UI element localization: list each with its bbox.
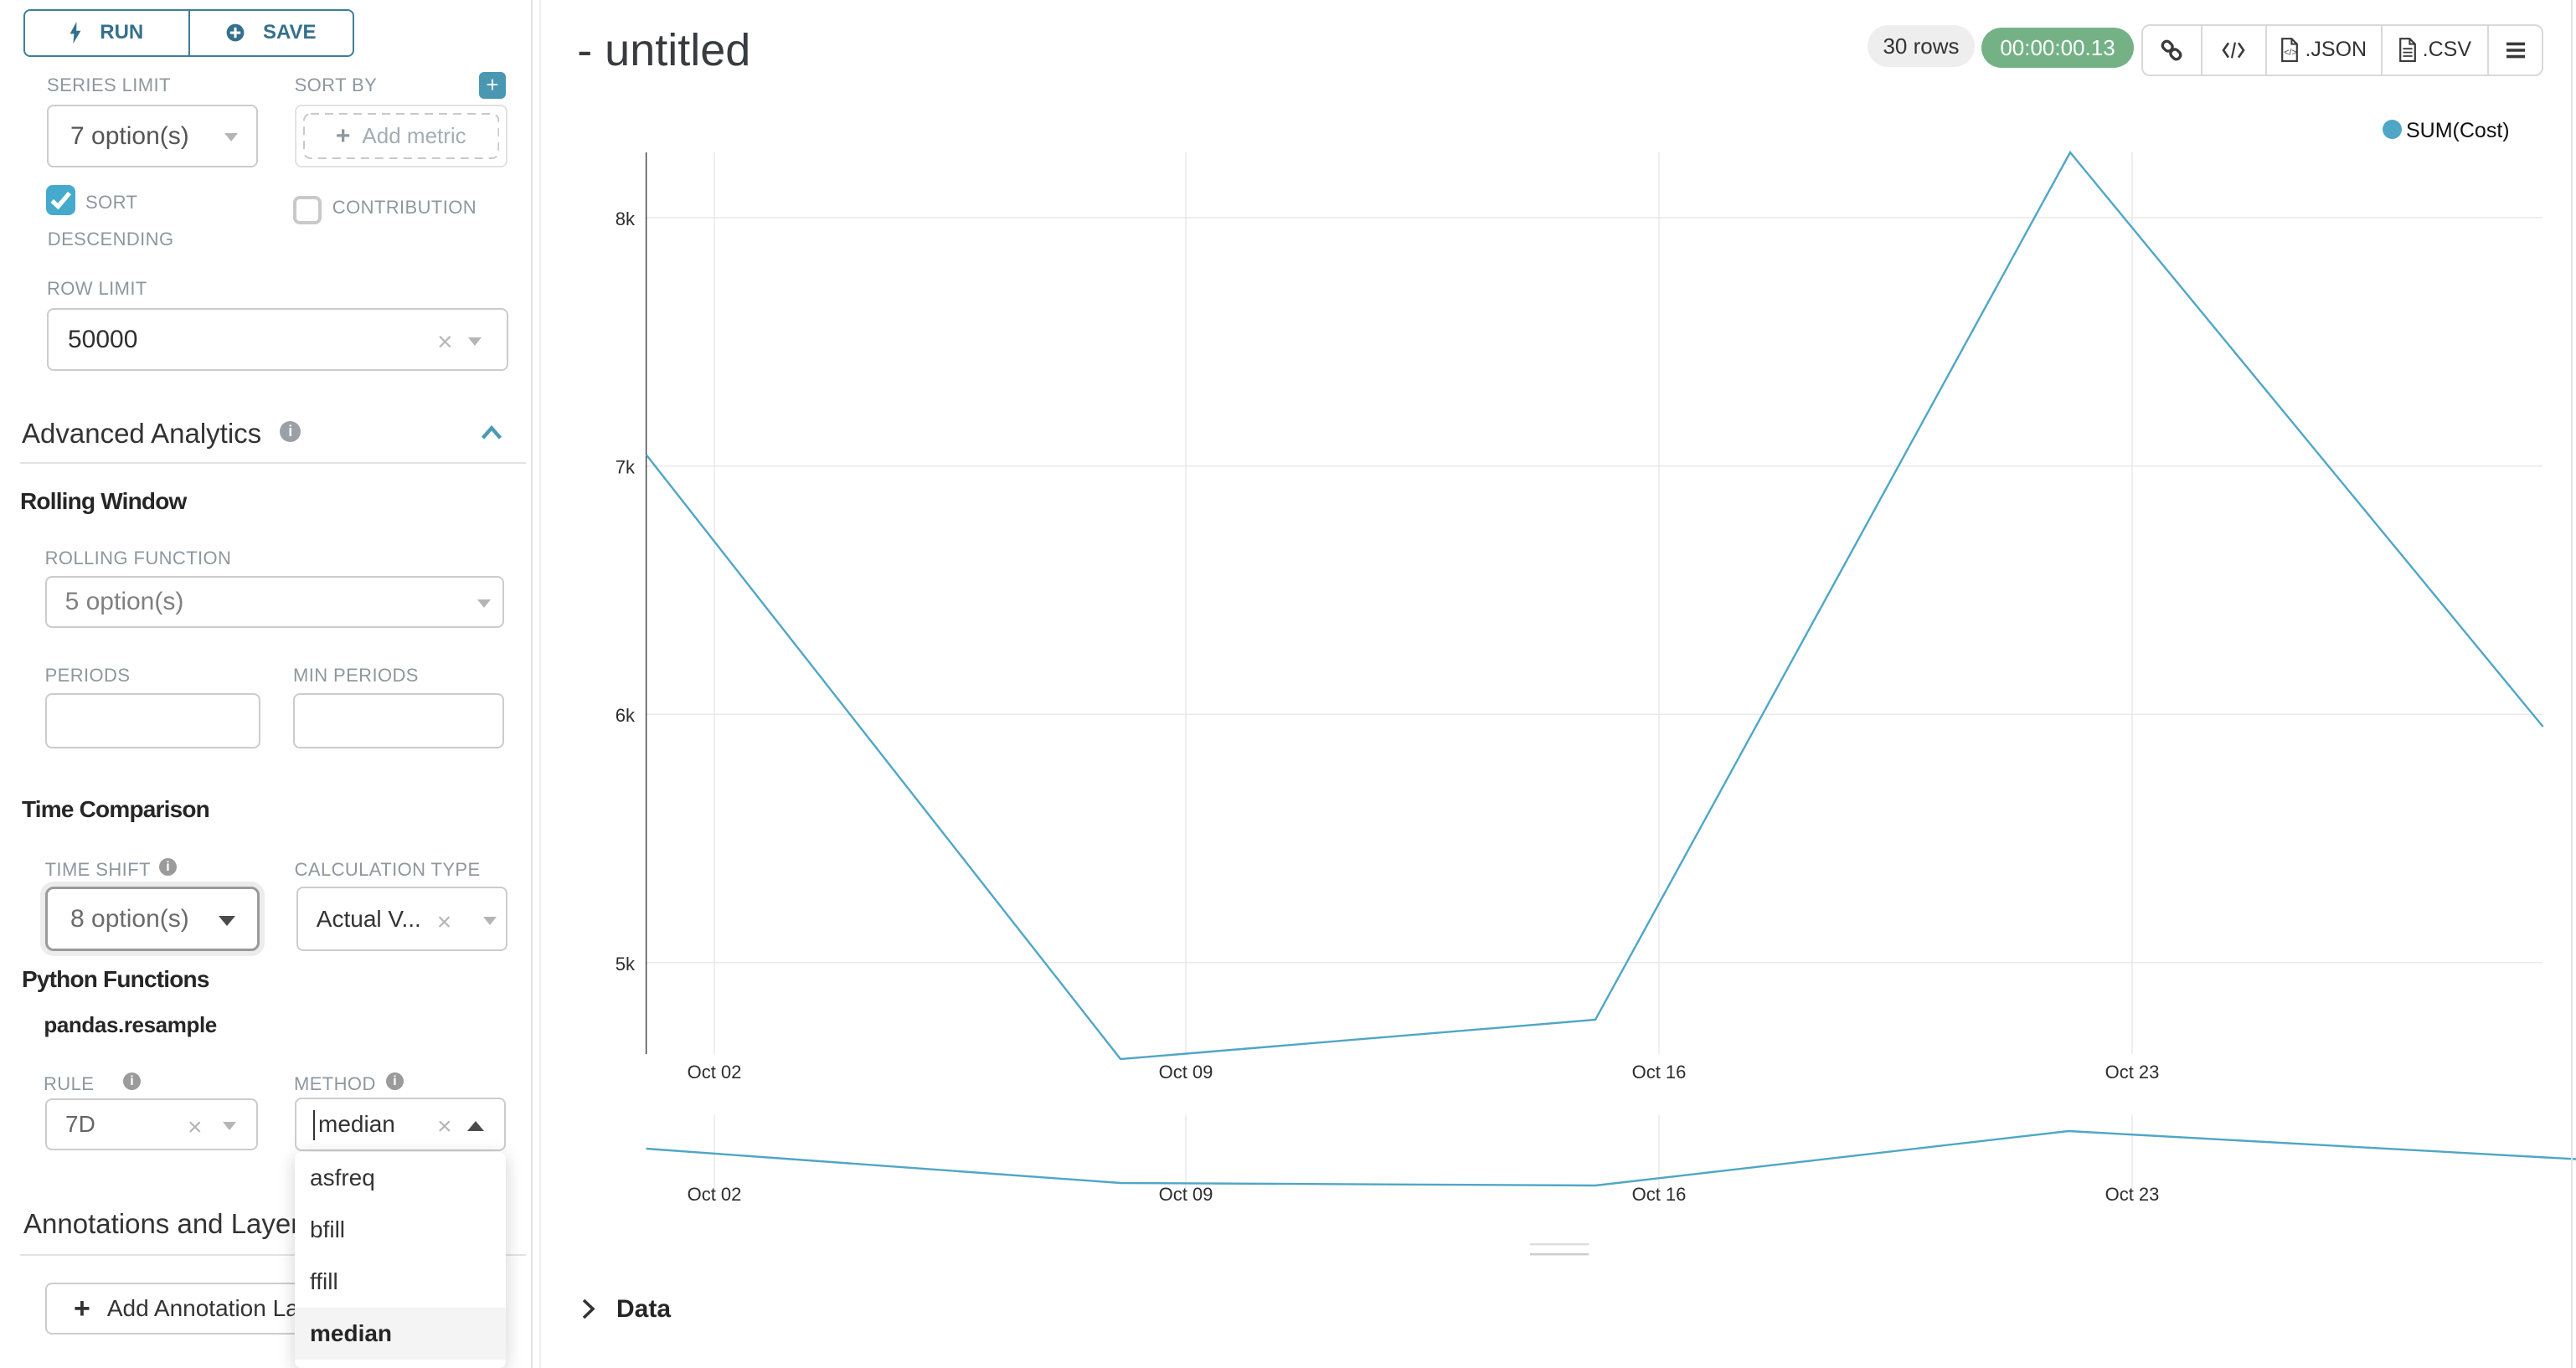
- svg-text:5k: 5k: [616, 954, 636, 975]
- svg-text:Oct 16: Oct 16: [1632, 1184, 1687, 1205]
- svg-text:Oct 09: Oct 09: [1159, 1184, 1213, 1205]
- svg-text:Oct 02: Oct 02: [688, 1062, 742, 1083]
- svg-text:6k: 6k: [616, 705, 636, 726]
- svg-text:Oct 16: Oct 16: [1632, 1062, 1687, 1083]
- svg-text:Oct 02: Oct 02: [688, 1184, 742, 1205]
- svg-text:</>: </>: [2285, 48, 2298, 58]
- svg-text:8k: 8k: [616, 208, 636, 229]
- svg-text:Oct 23: Oct 23: [2105, 1184, 2160, 1205]
- svg-text:Oct 23: Oct 23: [2105, 1062, 2160, 1083]
- svg-text:7k: 7k: [616, 457, 636, 478]
- svg-text:Oct 09: Oct 09: [1159, 1062, 1213, 1083]
